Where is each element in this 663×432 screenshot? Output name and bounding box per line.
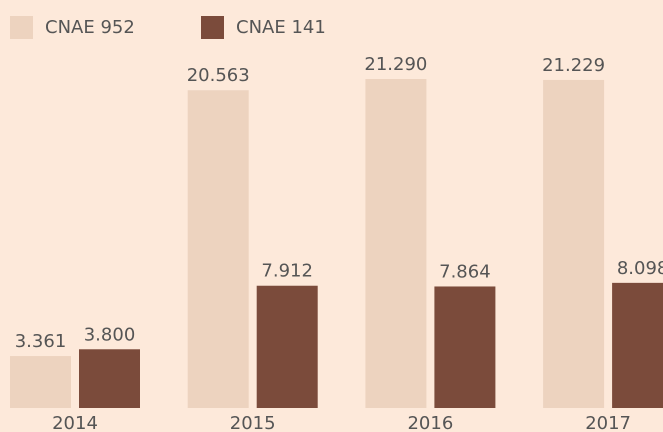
bar bbox=[543, 79, 605, 408]
x-tick-label: 2017 bbox=[585, 413, 631, 432]
bar bbox=[434, 286, 496, 408]
value-label: 20.563 bbox=[187, 65, 250, 86]
value-label: 7.864 bbox=[439, 261, 491, 282]
x-tick-label: 2014 bbox=[52, 413, 98, 432]
bar bbox=[187, 90, 249, 408]
bar bbox=[10, 356, 71, 408]
x-tick-label: 2016 bbox=[407, 413, 453, 432]
bar bbox=[365, 79, 427, 408]
value-label: 3.361 bbox=[15, 331, 67, 352]
legend-label: CNAE 952 bbox=[45, 17, 135, 38]
bar bbox=[612, 282, 663, 408]
x-tick-label: 2015 bbox=[230, 413, 276, 432]
value-label: 7.912 bbox=[261, 261, 313, 282]
value-label: 8.098 bbox=[617, 258, 663, 279]
bar bbox=[256, 285, 318, 408]
legend-swatch bbox=[201, 16, 224, 39]
bar bbox=[79, 349, 140, 408]
value-label: 21.229 bbox=[542, 55, 605, 76]
value-label: 3.800 bbox=[84, 324, 136, 345]
legend-label: CNAE 141 bbox=[236, 17, 326, 38]
value-label: 21.290 bbox=[364, 54, 427, 75]
legend-swatch bbox=[10, 16, 33, 39]
